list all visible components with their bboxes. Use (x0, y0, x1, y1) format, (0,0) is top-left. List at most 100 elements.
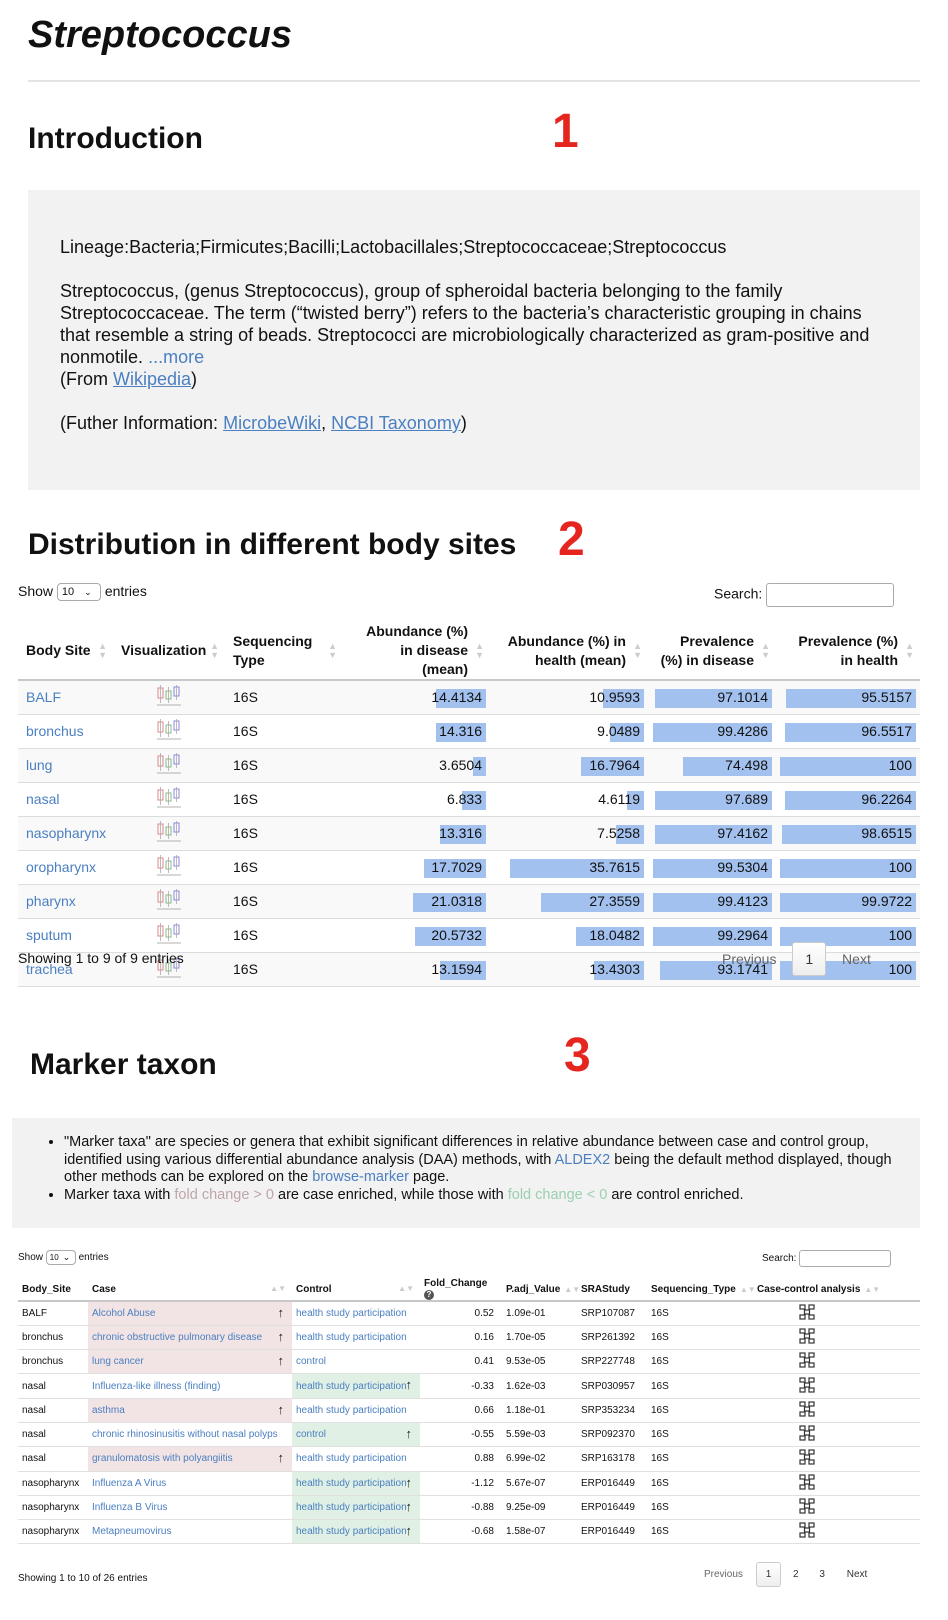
help-icon[interactable]: ? (424, 1290, 434, 1300)
control-link[interactable]: health study participation (296, 1502, 407, 1514)
fold-change-cell: -0.68 (420, 1519, 502, 1545)
network-icon[interactable] (799, 1522, 815, 1538)
boxplot-icon[interactable] (157, 888, 181, 911)
page-1-button[interactable]: 1 (755, 1562, 782, 1587)
boxplot-icon[interactable] (157, 956, 181, 979)
entries-select[interactable]: 10 ⌄ (56, 583, 101, 602)
marker-search-input[interactable] (799, 1250, 892, 1267)
control-link[interactable]: health study participation (296, 1404, 407, 1416)
control-link[interactable]: health study participation (296, 1307, 407, 1319)
network-icon[interactable] (799, 1304, 815, 1320)
aldex2-link[interactable]: ALDEX2 (554, 1151, 611, 1168)
case-link[interactable]: chronic obstructive pulmonary disease (92, 1331, 263, 1343)
case-link[interactable]: Metapneumovirus (92, 1526, 172, 1538)
page-1-button[interactable]: 1 (792, 942, 827, 976)
body-site-link[interactable]: trachea (26, 961, 73, 977)
case-link[interactable]: chronic rhinosinusitis without nasal pol… (92, 1429, 278, 1441)
col-srastudy[interactable]: SRAStudy (577, 1278, 647, 1302)
body-site-link[interactable]: oropharynx (26, 859, 97, 875)
boxplot-icon[interactable] (157, 786, 181, 809)
value-cell-abh: 9.0489 (490, 714, 648, 749)
marker-entries-select[interactable]: 10 ⌄ (45, 1250, 76, 1265)
col-prevalence-health[interactable]: Prevalence (%) in health ▲ ▼ (776, 622, 920, 681)
body-site-link[interactable]: lung (26, 757, 53, 773)
network-icon[interactable] (799, 1425, 815, 1441)
body-site-link[interactable]: BALF (26, 689, 62, 706)
visualization-cell (113, 952, 225, 987)
microbewiki-link[interactable]: MicrobeWiki (223, 413, 322, 433)
col-padj-value[interactable]: P.adj_Value ▲▼ (502, 1278, 580, 1302)
network-icon[interactable] (799, 1352, 815, 1368)
col-sequencing-type[interactable]: Sequencing_Type ▲▼ (647, 1278, 756, 1302)
col-sequencing-type[interactable]: Sequencing Type ▲ ▼ (225, 622, 343, 681)
boxplot-icon[interactable] (157, 718, 181, 741)
body-site-cell: nasal (18, 1446, 88, 1472)
col-fold-change[interactable]: Fold_Change ? (420, 1278, 502, 1302)
col-body-site[interactable]: Body_Site (18, 1278, 88, 1302)
page-2-button[interactable]: 2 (793, 1569, 799, 1580)
page-3-button[interactable]: 3 (819, 1569, 825, 1580)
col-body-site[interactable]: Body Site ▲ ▼ (18, 622, 113, 681)
network-icon[interactable] (799, 1401, 815, 1417)
network-icon[interactable] (799, 1498, 815, 1514)
search-input[interactable] (766, 583, 895, 607)
network-icon[interactable] (799, 1376, 815, 1393)
col-prevalence-disease[interactable]: Prevalence (%) in disease ▲ ▼ (648, 622, 776, 681)
case-link[interactable]: Influenza A Virus (92, 1477, 167, 1489)
boxplot-icon[interactable] (157, 684, 181, 707)
boxplot-icon[interactable] (157, 820, 181, 843)
col-case-control-analysis[interactable]: Case-control analysis ▲▼ (753, 1278, 920, 1302)
network-icon[interactable] (799, 1328, 815, 1344)
wikipedia-link[interactable]: Wikipedia (113, 369, 192, 389)
next-button[interactable]: Next (842, 951, 871, 967)
value-bar (602, 689, 644, 708)
case-link[interactable]: lung cancer (92, 1356, 144, 1368)
section-number-3: 3 (564, 1029, 591, 1082)
case-cell: chronic rhinosinusitis without nasal pol… (88, 1422, 292, 1448)
sort-icon: ▲▼ (633, 640, 642, 660)
value-cell-abd: 13.1594 (343, 952, 490, 987)
control-link[interactable]: health study participation (296, 1331, 407, 1343)
case-link[interactable]: Influenza-like illness (finding) (92, 1380, 221, 1392)
control-link[interactable]: health study participation (296, 1477, 407, 1489)
body-site-link[interactable]: nasopharynx (26, 825, 107, 841)
browse-marker-link[interactable]: browse-marker (312, 1169, 409, 1185)
body-site-link[interactable]: pharynx (26, 893, 76, 909)
network-icon[interactable] (799, 1449, 815, 1466)
sequencing-type-cell: 16S (225, 918, 343, 953)
control-link[interactable]: control (296, 1356, 327, 1368)
boxplot-icon[interactable] (157, 752, 181, 775)
boxplot-icon[interactable] (157, 854, 181, 877)
value-text: 99.4123 (717, 893, 768, 909)
col-abundance-health[interactable]: Abundance (%) in health (mean) ▲ ▼ (490, 622, 648, 681)
value-bar (615, 824, 644, 844)
previous-button[interactable]: Previous (704, 1569, 743, 1580)
control-link[interactable]: health study participation (296, 1453, 407, 1465)
col-visualization[interactable]: Visualization ▲ ▼ (113, 622, 225, 681)
control-link[interactable]: control (296, 1429, 327, 1441)
body-site-link[interactable]: sputum (26, 927, 72, 943)
case-link[interactable]: granulomatosis with polyangiitis (92, 1453, 233, 1465)
fold-change-cell: 0.52 (420, 1301, 502, 1326)
col-control[interactable]: Control ▲▼ (292, 1278, 420, 1302)
body-site-link[interactable]: bronchus (26, 723, 84, 739)
control-link[interactable]: health study participation (296, 1380, 407, 1392)
network-icon[interactable] (799, 1474, 815, 1490)
ncbi-taxonomy-link[interactable]: NCBI Taxonomy (331, 413, 461, 433)
value-cell-abd: 3.6504 (343, 748, 490, 783)
case-link[interactable]: Alcohol Abuse (92, 1307, 156, 1319)
value-bar (473, 756, 486, 776)
next-button[interactable]: Next (846, 1569, 868, 1580)
boxplot-icon[interactable] (157, 922, 181, 945)
more-link[interactable]: ...more (148, 347, 205, 367)
col-abundance-disease[interactable]: Abundance (%) in disease (mean) ▲ ▼ (343, 622, 490, 681)
visualization-cell (113, 816, 225, 851)
sequencing-type-cell: 16S (225, 680, 343, 715)
body-site-link[interactable]: nasal (26, 791, 60, 807)
col-case[interactable]: Case ▲▼ (88, 1278, 292, 1302)
case-link[interactable]: asthma (92, 1404, 125, 1416)
previous-button[interactable]: Previous (722, 951, 777, 967)
control-link[interactable]: health study participation (296, 1526, 407, 1538)
value-bar (780, 892, 916, 912)
case-link[interactable]: Influenza B Virus (92, 1502, 168, 1514)
